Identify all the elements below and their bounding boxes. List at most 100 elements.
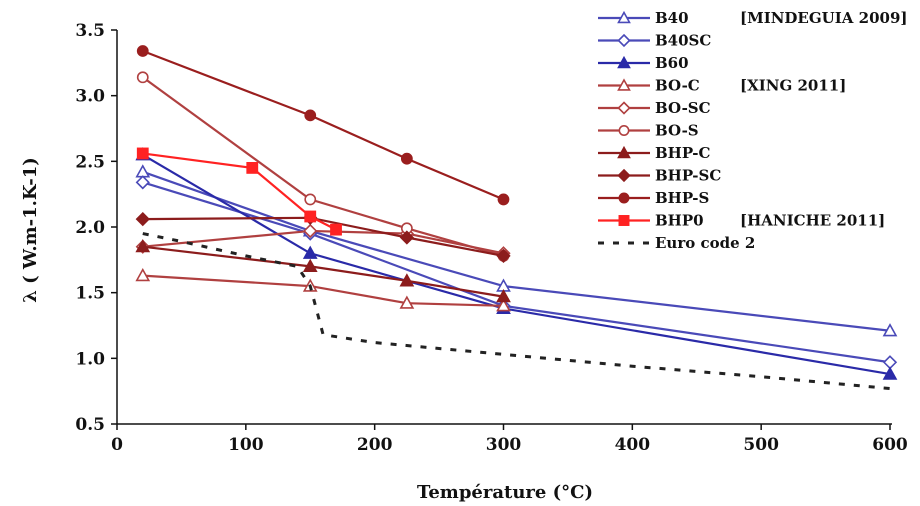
y-tick-label: 3.0 xyxy=(75,87,105,107)
series-bhp0 xyxy=(136,147,342,236)
data-point xyxy=(135,211,150,227)
legend-item: BHP0 [HANICHE 2011] xyxy=(598,212,885,230)
data-point xyxy=(135,175,150,190)
y-tick-label: 2.0 xyxy=(75,218,105,238)
data-point xyxy=(882,366,898,380)
data-point xyxy=(135,267,151,282)
data-point xyxy=(136,147,149,160)
legend-label: B40 xyxy=(655,9,689,27)
legend-marker xyxy=(618,125,630,136)
series-bhp-s xyxy=(136,45,510,206)
series-b40sc xyxy=(135,175,898,370)
x-tick-label: 100 xyxy=(228,435,264,455)
y-tick-label: 1.5 xyxy=(75,284,105,304)
data-point xyxy=(882,323,898,337)
data-point xyxy=(400,152,413,165)
legend-marker xyxy=(617,168,631,183)
legend-item: BHP-C xyxy=(598,144,711,162)
legend-label: BHP-S xyxy=(655,189,709,207)
data-point xyxy=(399,230,415,245)
legend-label: BO-C xyxy=(655,77,700,95)
legend-marker xyxy=(617,145,631,159)
x-tick-label: 600 xyxy=(872,435,908,455)
x-axis-title: Température (°C) xyxy=(417,482,593,503)
legend-item: BO-C [XING 2011] xyxy=(598,77,846,95)
legend-label: BO-S xyxy=(655,122,699,140)
x-tick-label: 400 xyxy=(615,435,651,455)
y-tick-label: 3.5 xyxy=(75,21,105,41)
series-line xyxy=(142,232,891,391)
legend-label: B60 xyxy=(655,54,689,72)
series-line xyxy=(142,152,337,231)
legend-marker xyxy=(617,101,631,115)
series-euro-code-2 xyxy=(142,232,891,391)
data-point xyxy=(246,162,259,174)
legend-label: BHP0 xyxy=(655,212,704,230)
series-line xyxy=(142,216,504,257)
data-point xyxy=(302,258,318,273)
series-layer xyxy=(135,45,898,391)
legend-item: B40SC xyxy=(598,32,711,50)
legend-item: Euro code 2 xyxy=(598,234,755,252)
series-line xyxy=(142,245,504,298)
y-tick-label: 2.5 xyxy=(75,152,105,172)
x-tick-label: 500 xyxy=(743,435,779,455)
legend-label: BO-SC xyxy=(655,99,711,117)
data-point xyxy=(136,45,149,57)
data-point xyxy=(496,288,511,303)
legend-item: BO-SC xyxy=(598,99,711,117)
data-point xyxy=(135,239,151,253)
series-line xyxy=(142,170,891,332)
series-line xyxy=(142,229,504,255)
legend-marker xyxy=(617,33,631,48)
legend-reference: [MINDEGUIA 2009] xyxy=(740,9,907,27)
series-b60 xyxy=(135,147,898,380)
y-axis-title: λ ( W.m-1.K-1) xyxy=(20,157,41,303)
legend-marker xyxy=(617,78,631,91)
x-tick-label: 200 xyxy=(357,435,393,455)
data-point xyxy=(304,193,317,206)
legend-item: BHP-SC xyxy=(598,167,721,185)
legend-marker xyxy=(617,10,631,24)
legend-label: BHP-C xyxy=(655,144,711,162)
legend-label: Euro code 2 xyxy=(655,234,755,252)
x-tick-label: 300 xyxy=(486,435,522,455)
data-point xyxy=(135,164,151,178)
data-point xyxy=(496,248,511,264)
legend-item: B60 xyxy=(598,54,689,72)
data-point xyxy=(497,193,510,206)
legend-label: BHP-SC xyxy=(655,167,721,185)
legend-marker xyxy=(618,215,630,226)
data-point xyxy=(496,298,511,312)
series-line xyxy=(142,274,504,307)
data-point xyxy=(303,223,318,239)
y-tick-label: 1.0 xyxy=(75,349,105,369)
legend: B40 [MINDEGUIA 2009] B40SC B60 BO-C [XING 201… xyxy=(598,9,907,252)
data-point xyxy=(330,223,342,236)
series-line xyxy=(142,153,891,376)
series-bo-c xyxy=(135,267,511,312)
legend-label: B40SC xyxy=(655,32,711,50)
data-point xyxy=(304,210,317,223)
y-tick-label: 0.5 xyxy=(75,415,105,435)
legend-reference: [HANICHE 2011] xyxy=(740,212,885,230)
axes: 0.5 1.0 1.5 2.0 2.5 3.0 3.5 0 100 200 300 400 500 600 xyxy=(75,21,907,455)
series-bo-s xyxy=(136,71,510,262)
legend-item: BO-S xyxy=(598,122,699,140)
data-point xyxy=(399,295,415,309)
legend-item: B40 [MINDEGUIA 2009] xyxy=(598,9,907,27)
data-point xyxy=(399,273,415,287)
data-point xyxy=(136,71,149,84)
series-line xyxy=(142,76,504,257)
legend-marker xyxy=(617,55,631,69)
data-point xyxy=(304,109,317,122)
x-tick-label: 0 xyxy=(111,435,123,455)
legend-marker xyxy=(618,192,630,204)
series-bhp-c xyxy=(135,239,511,303)
legend-reference: [XING 2011] xyxy=(740,77,846,95)
data-point xyxy=(302,245,318,259)
series-line xyxy=(142,49,504,201)
series-bhp-sc xyxy=(135,210,511,264)
legend-item: BHP-S xyxy=(598,189,709,207)
